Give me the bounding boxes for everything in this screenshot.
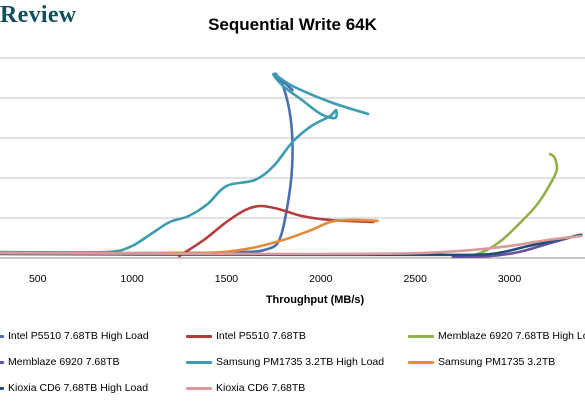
- legend-label: Memblaze 6920 7.68TB High Load: [438, 330, 585, 342]
- legend-swatch: [0, 334, 4, 338]
- legend-item-4: Memblaze 6920 7.68TB: [0, 356, 119, 368]
- series-line-6: [0, 218, 379, 255]
- legend-item-1: Intel P5510 7.68TB High Load: [0, 330, 149, 342]
- legend-item-6: Samsung PM1735 3.2TB: [408, 356, 555, 368]
- legend-swatch: [0, 360, 4, 364]
- legend-label: Intel P5510 7.68TB High Load: [8, 330, 149, 342]
- legend-swatch: [408, 360, 434, 364]
- legend-item-7: Kioxia CD6 7.68TB High Load: [0, 382, 148, 394]
- legend-item-3: Memblaze 6920 7.68TB High Load: [408, 330, 585, 342]
- chart-title: Sequential Write 64K: [208, 15, 377, 34]
- x-tick-label: 1000: [120, 273, 144, 285]
- legend-label: Intel P5510 7.68TB: [216, 330, 306, 342]
- series-line-2: [178, 204, 375, 258]
- legend-swatch: [186, 386, 212, 390]
- legend-swatch: [186, 360, 212, 364]
- legend-label: Kioxia CD6 7.68TB: [216, 382, 306, 394]
- brand-logo: Review: [0, 2, 77, 28]
- legend-label: Samsung PM1735 3.2TB: [438, 356, 556, 368]
- x-tick-label: 2000: [309, 273, 333, 285]
- series-line-5: [0, 72, 370, 254]
- series-line-1: [0, 72, 294, 255]
- chart-legend: Intel P5510 7.68TB High Load Intel P5510 …: [0, 318, 585, 401]
- legend-label: Memblaze 6920 7.68TB: [8, 356, 120, 368]
- x-tick-label: 500: [29, 273, 47, 285]
- legend-label: Kioxia CD6 7.68TB High Load: [8, 382, 149, 394]
- x-tick-label: 3000: [498, 273, 522, 285]
- legend-label: Samsung PM1735 3.2TB High Load: [216, 356, 385, 368]
- legend-swatch: [186, 334, 212, 338]
- legend-swatch: [0, 386, 4, 390]
- legend-item-8: Kioxia CD6 7.68TB: [186, 382, 305, 394]
- series-line-8: [0, 234, 583, 256]
- line-chart: 500 1000 1500 2000 2500 3000 Throughput (MB/s): [0, 57, 585, 306]
- x-axis-label: Throughput (MB/s): [266, 294, 365, 306]
- legend-item-2: Intel P5510 7.68TB: [186, 330, 306, 342]
- legend-item-5: Samsung PM1735 3.2TB High Load: [186, 356, 384, 368]
- x-tick-label: 2500: [403, 273, 427, 285]
- x-tick-label: 1500: [215, 273, 239, 285]
- legend-swatch: [408, 334, 434, 338]
